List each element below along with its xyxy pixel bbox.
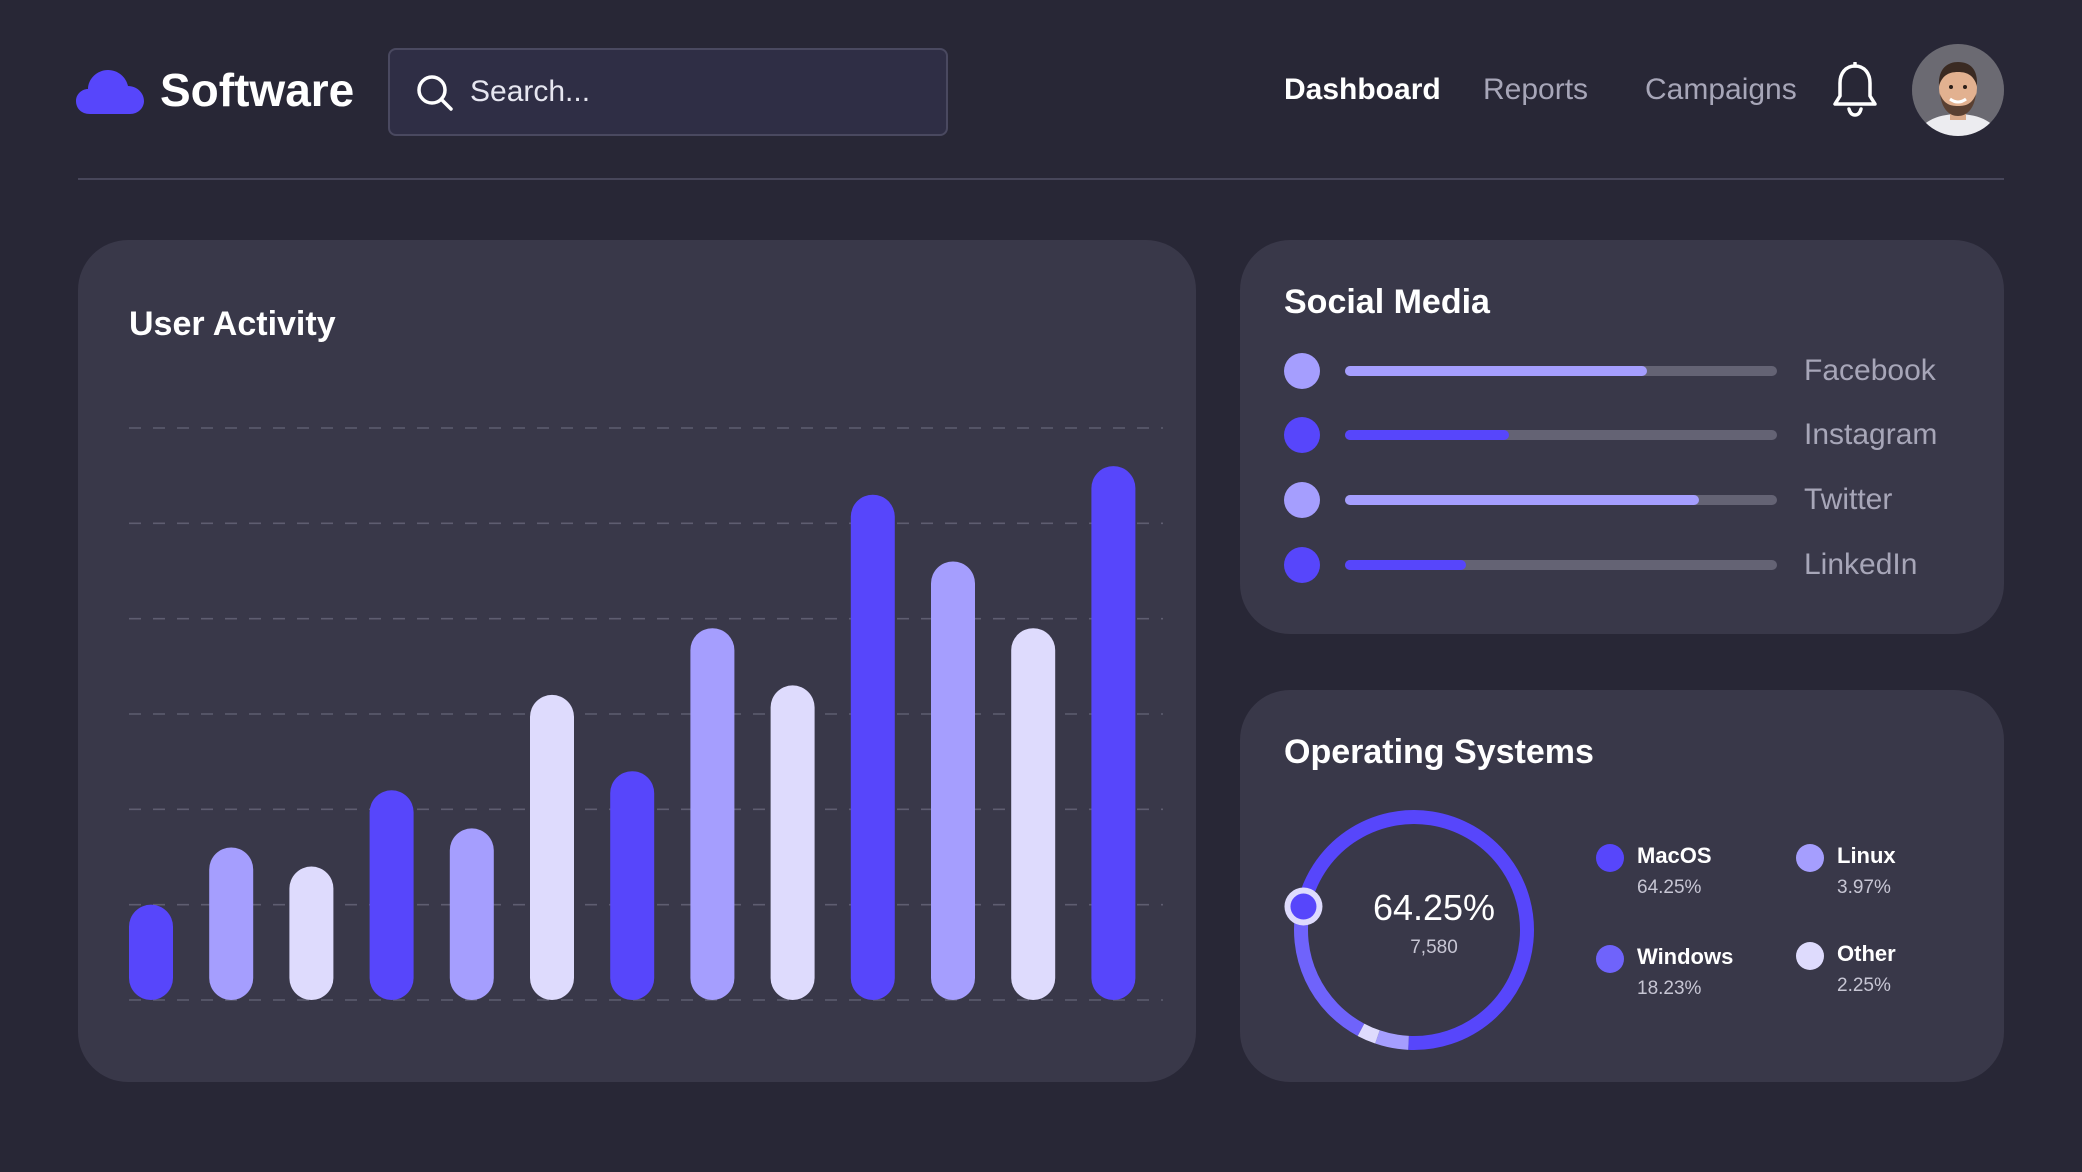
windows-percent: 18.23% bbox=[1637, 978, 1702, 999]
macos-label: MacOS bbox=[1637, 843, 1712, 868]
user-activity-chart bbox=[129, 427, 1163, 1001]
user-activity-title: User Activity bbox=[129, 305, 336, 343]
activity-bar[interactable] bbox=[530, 694, 574, 1000]
twitter-dot bbox=[1284, 482, 1320, 518]
windows-label: Windows bbox=[1637, 944, 1734, 969]
instagram-progress-fill bbox=[1345, 430, 1510, 440]
search-input[interactable] bbox=[470, 68, 910, 116]
donut-segment-linux[interactable] bbox=[1375, 1030, 1410, 1050]
linkedin-progress-track bbox=[1345, 560, 1777, 570]
other-label: Other bbox=[1837, 941, 1896, 966]
legend-item-other: Other 2.25% bbox=[1796, 938, 1996, 998]
facebook-label: Facebook bbox=[1804, 354, 1936, 387]
social-row-twitter[interactable]: Twitter bbox=[1284, 480, 1984, 520]
other-dot bbox=[1796, 942, 1824, 970]
donut-handle-center bbox=[1290, 893, 1317, 920]
facebook-progress-fill bbox=[1345, 366, 1648, 376]
social-media-card: Social Media Facebook Instagram Twitter … bbox=[1240, 240, 2004, 634]
activity-bar[interactable] bbox=[610, 771, 655, 1000]
activity-bar[interactable] bbox=[369, 790, 414, 1000]
donut-center-value: 64.25% bbox=[1372, 887, 1496, 928]
linkedin-progress-fill bbox=[1345, 560, 1466, 570]
donut-center-count: 7,580 bbox=[1410, 937, 1458, 958]
activity-bar[interactable] bbox=[690, 628, 735, 1000]
linkedin-dot bbox=[1284, 547, 1320, 583]
social-media-title: Social Media bbox=[1284, 283, 1490, 321]
nav-campaigns[interactable]: Campaigns bbox=[1645, 73, 1797, 106]
user-avatar[interactable] bbox=[1912, 44, 2004, 136]
macos-percent: 64.25% bbox=[1637, 877, 1702, 898]
app-logo[interactable]: Software bbox=[76, 64, 354, 116]
linux-dot bbox=[1796, 844, 1824, 872]
twitter-progress-fill bbox=[1345, 495, 1700, 505]
activity-bar[interactable] bbox=[1011, 628, 1056, 1000]
activity-bar[interactable] bbox=[931, 561, 975, 1000]
social-row-facebook[interactable]: Facebook bbox=[1284, 351, 1984, 391]
legend-item-windows: Windows 18.23% bbox=[1596, 941, 1796, 1001]
linux-percent: 3.97% bbox=[1837, 877, 1891, 898]
instagram-label: Instagram bbox=[1804, 418, 1938, 451]
search-box[interactable] bbox=[388, 48, 948, 136]
activity-bar[interactable] bbox=[850, 494, 895, 1000]
linux-label: Linux bbox=[1837, 843, 1896, 868]
top-header: Software Dashboard Reports Campaigns bbox=[0, 0, 2082, 180]
activity-bar[interactable] bbox=[449, 828, 494, 1000]
donut-segment-macos[interactable] bbox=[1296, 810, 1534, 1050]
activity-bar[interactable] bbox=[1091, 466, 1136, 1001]
activity-bar[interactable] bbox=[770, 685, 815, 1000]
donut-segment-other[interactable] bbox=[1357, 1023, 1380, 1044]
facebook-dot bbox=[1284, 353, 1320, 389]
legend-item-macos: MacOS 64.25% bbox=[1596, 840, 1796, 900]
search-icon bbox=[417, 75, 453, 111]
bell-icon[interactable] bbox=[1832, 62, 1878, 118]
nav-dashboard[interactable]: Dashboard bbox=[1284, 73, 1441, 106]
activity-bar[interactable] bbox=[129, 904, 173, 1000]
twitter-progress-track bbox=[1345, 495, 1777, 505]
operating-systems-card: Operating Systems 64.25% 7,580 MacOS 64.… bbox=[1240, 690, 2004, 1082]
activity-bar[interactable] bbox=[209, 847, 254, 1000]
social-row-instagram[interactable]: Instagram bbox=[1284, 415, 1984, 455]
user-activity-card: User Activity bbox=[78, 240, 1196, 1082]
header-divider bbox=[78, 178, 2004, 180]
instagram-dot bbox=[1284, 417, 1320, 453]
twitter-label: Twitter bbox=[1804, 483, 1893, 516]
activity-bar[interactable] bbox=[289, 866, 334, 1000]
avatar-icon bbox=[1912, 44, 2004, 136]
app-name: Software bbox=[160, 64, 355, 116]
windows-dot bbox=[1596, 945, 1624, 973]
instagram-progress-track bbox=[1345, 430, 1777, 440]
other-percent: 2.25% bbox=[1837, 975, 1891, 996]
facebook-progress-track bbox=[1345, 366, 1777, 376]
linkedin-label: LinkedIn bbox=[1804, 548, 1918, 581]
nav-reports[interactable]: Reports bbox=[1483, 73, 1589, 106]
operating-systems-title: Operating Systems bbox=[1284, 733, 1594, 771]
social-row-linkedin[interactable]: LinkedIn bbox=[1284, 545, 1984, 585]
macos-dot bbox=[1596, 844, 1624, 872]
cloud-icon bbox=[76, 70, 144, 114]
legend-item-linux: Linux 3.97% bbox=[1796, 840, 1996, 900]
operating-systems-donut bbox=[1284, 810, 1534, 1050]
